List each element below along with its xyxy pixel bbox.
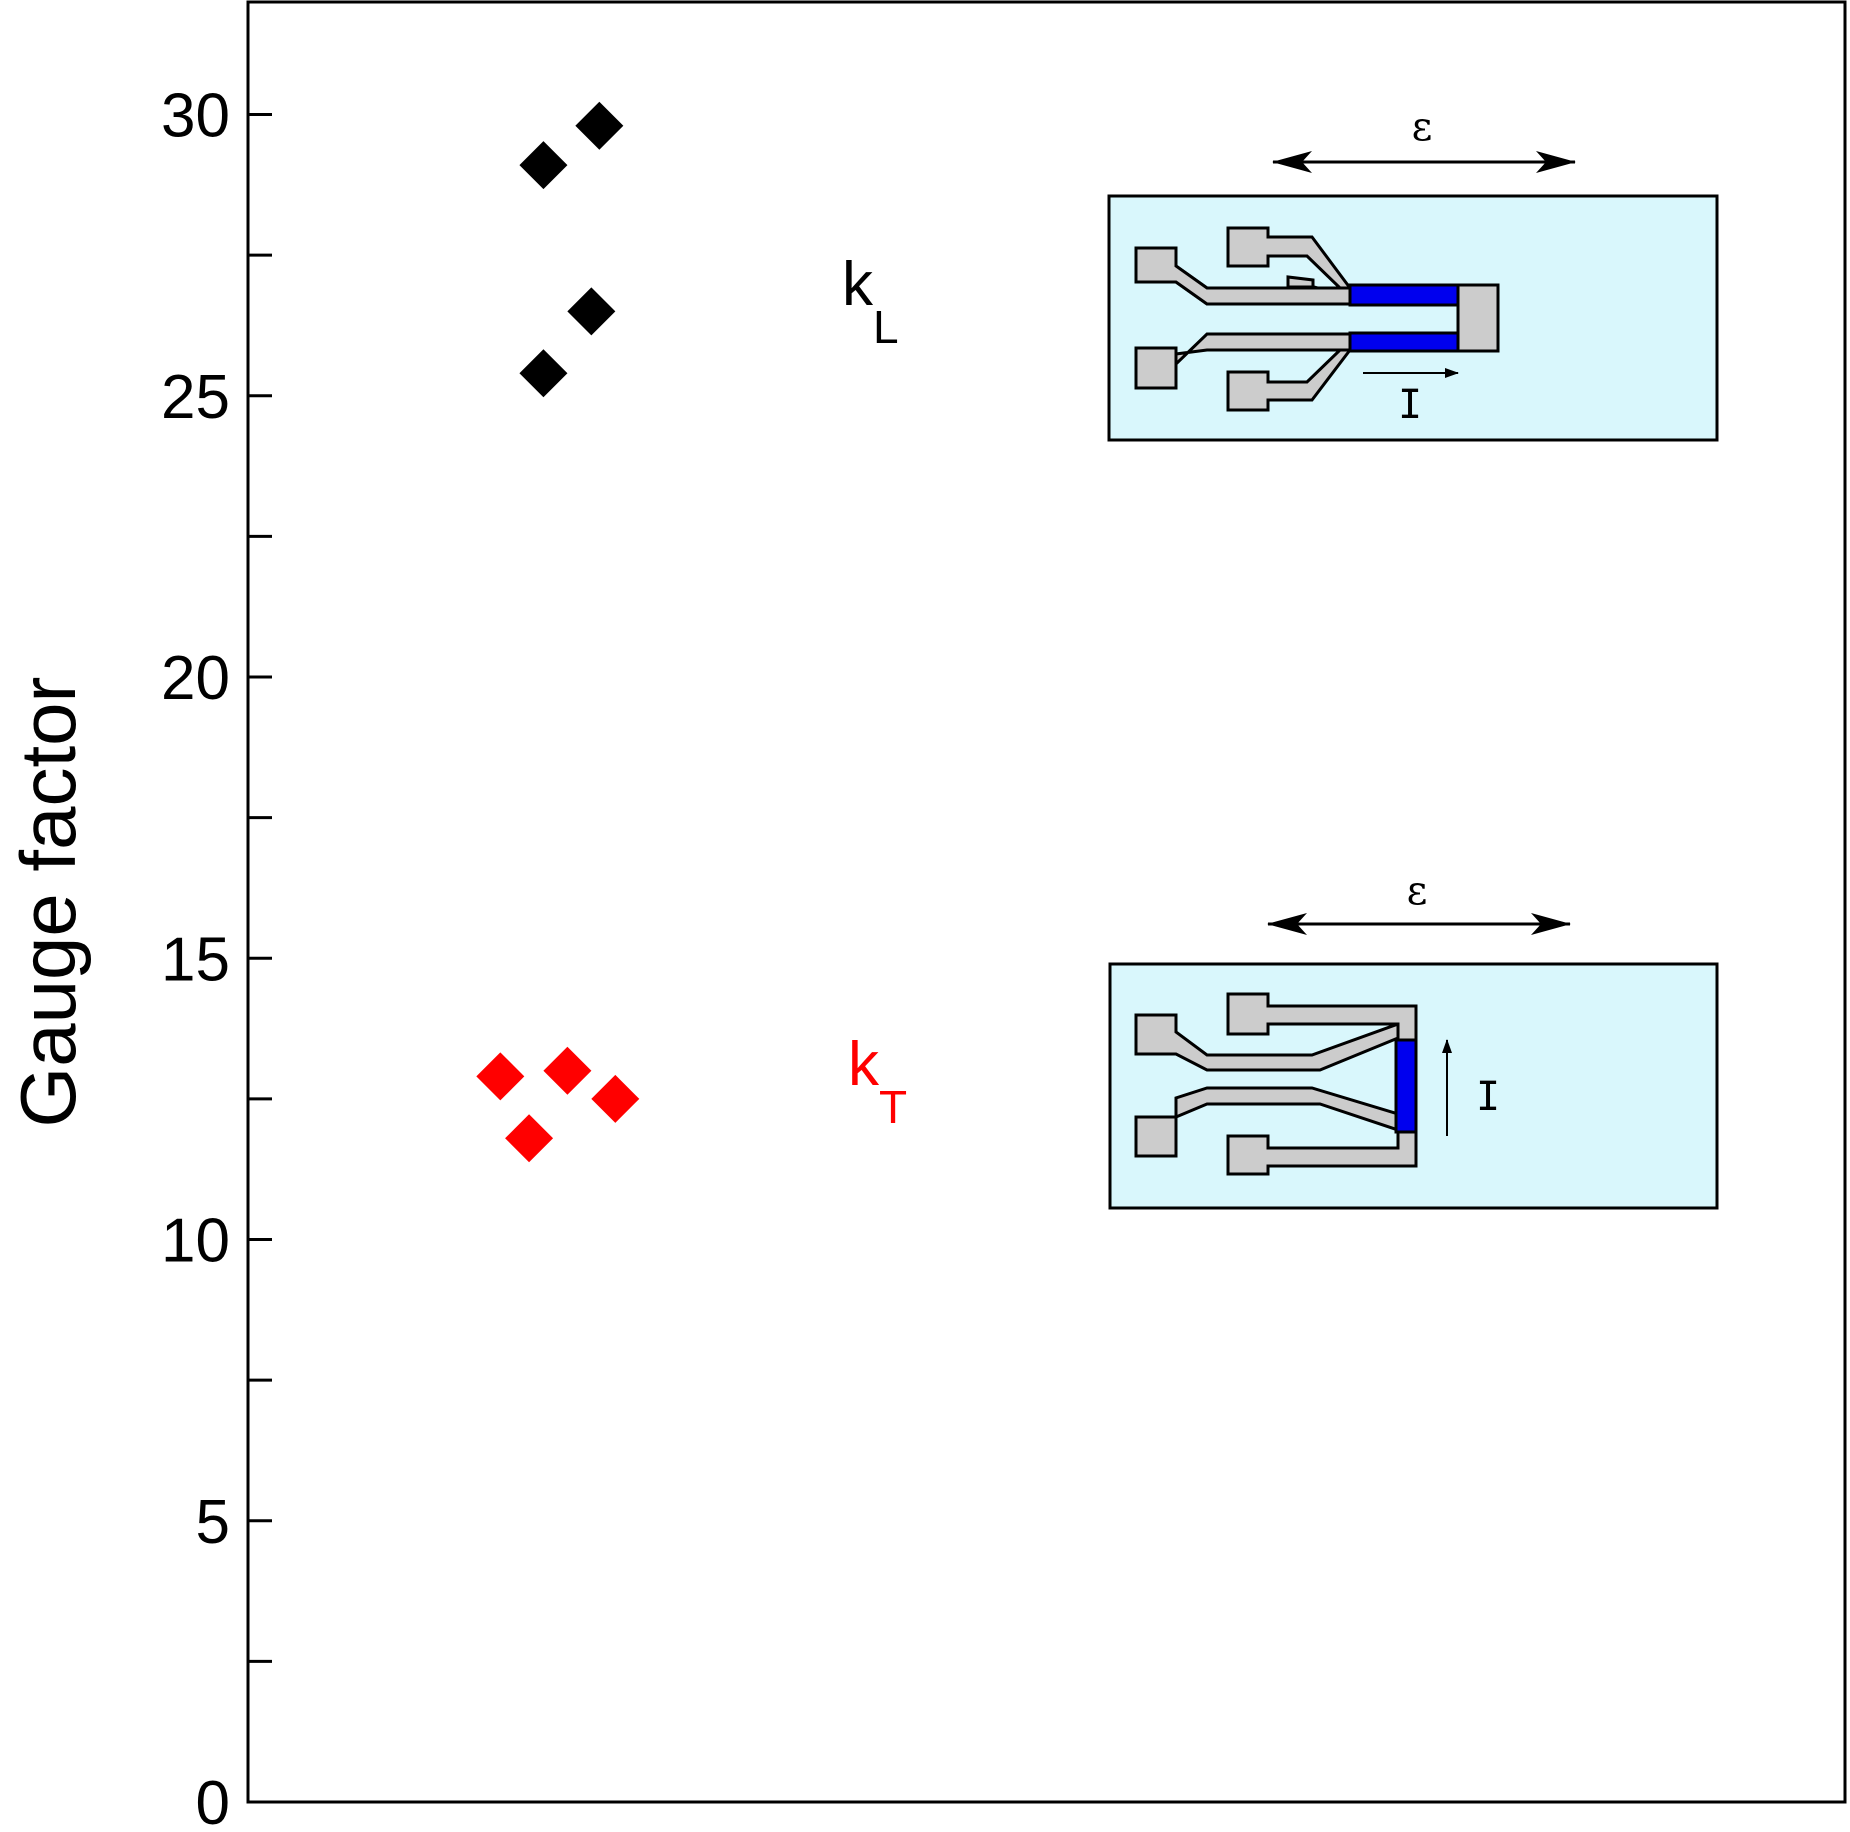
y-tick-label: 30 (161, 82, 230, 151)
data-point-kT (591, 1074, 640, 1123)
data-point-kT (543, 1046, 592, 1095)
data-point-kL (519, 349, 568, 398)
y-tick-label: 10 (161, 1207, 230, 1276)
inset-substrate (1107, 194, 1719, 442)
plot-frame (246, 0, 1847, 1804)
series-label-kL: kL (842, 250, 899, 353)
inset-transverse: ε I (1108, 868, 1719, 1210)
data-point-kL (575, 101, 624, 150)
data-point-kT (505, 1114, 554, 1163)
series-label-kL-sub: L (873, 301, 899, 353)
inset-longitudinal: ε I (1107, 104, 1719, 442)
y-tick-label: 20 (161, 644, 230, 713)
y-axis: 0 5 10 15 20 25 30 (161, 82, 272, 1832)
strain-label: ε (1407, 868, 1428, 914)
current-label: I (1476, 1074, 1500, 1120)
y-tick-label: 5 (196, 1488, 230, 1557)
series-label-kT-sub: T (879, 1081, 907, 1133)
data-point-kL (519, 141, 568, 190)
data-point-kT (476, 1052, 525, 1101)
data-point-kL (567, 287, 616, 336)
gauge-pattern-icon (1134, 226, 1500, 412)
series-label-kT: kT (848, 1030, 907, 1133)
y-tick-label: 25 (161, 363, 230, 432)
data-points (476, 101, 640, 1163)
gauge-pattern-icon (1134, 992, 1418, 1176)
series-label-kT-main: k (848, 1030, 880, 1099)
current-label: I (1398, 382, 1422, 428)
strain-label: ε (1412, 104, 1433, 150)
series-label-kL-main: k (842, 250, 874, 319)
y-axis-title: Gauge factor (4, 677, 92, 1128)
y-tick-label: 15 (161, 925, 230, 994)
y-tick-label: 0 (196, 1769, 230, 1832)
